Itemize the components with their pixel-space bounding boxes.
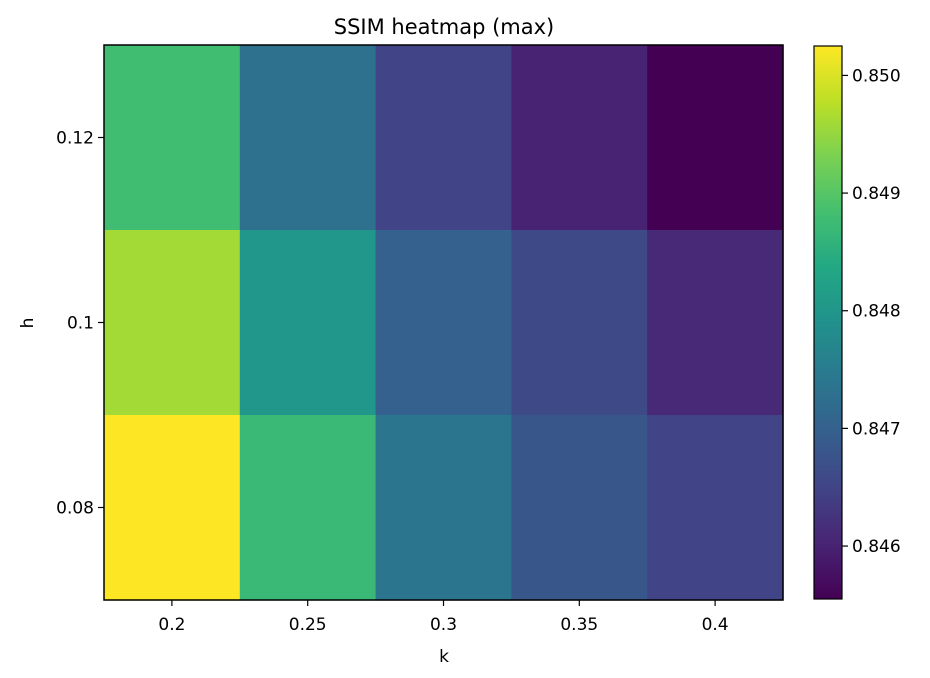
y-axis-label: h bbox=[18, 318, 38, 329]
x-tick-label: 0.4 bbox=[702, 615, 729, 635]
x-tick-label: 0.25 bbox=[289, 615, 327, 635]
colorbar-tick-label: 0.850 bbox=[852, 66, 901, 86]
x-axis-label: k bbox=[439, 647, 449, 667]
colorbar-tick-label: 0.848 bbox=[852, 302, 901, 322]
y-tick-label: 0.12 bbox=[56, 129, 94, 149]
heatmap-cell bbox=[511, 415, 648, 601]
heatmap-cell bbox=[511, 230, 648, 416]
heatmap-cell bbox=[511, 45, 648, 231]
colorbar-tick-label: 0.846 bbox=[852, 537, 901, 557]
heatmap-cell bbox=[375, 415, 512, 601]
colorbar-frame bbox=[813, 45, 843, 600]
x-tick-label: 0.2 bbox=[158, 615, 185, 635]
heatmap-cell bbox=[647, 45, 784, 231]
heatmap-cell bbox=[647, 415, 784, 601]
heatmap-cell bbox=[375, 230, 512, 416]
y-tick-label: 0.08 bbox=[56, 499, 94, 519]
colorbar-tick-label: 0.847 bbox=[852, 419, 901, 439]
heatmap-cell bbox=[104, 415, 241, 601]
colorbar-ticks: 0.846 0.847 0.848 0.849 0.850 bbox=[842, 66, 901, 557]
x-axis-ticks: 0.2 0.25 0.3 0.35 0.4 bbox=[158, 600, 729, 635]
y-tick-label: 0.1 bbox=[67, 314, 94, 334]
colorbar bbox=[814, 46, 842, 599]
heatmap-cells bbox=[104, 45, 784, 601]
heatmap-cell bbox=[375, 45, 512, 231]
heatmap-cell bbox=[647, 230, 784, 416]
x-tick-label: 0.3 bbox=[430, 615, 457, 635]
y-axis-ticks: 0.12 0.1 0.08 bbox=[56, 129, 104, 519]
heatmap-cell bbox=[239, 415, 377, 601]
heatmap-cell bbox=[104, 45, 241, 231]
colorbar-tick-label: 0.849 bbox=[852, 184, 901, 204]
x-tick-label: 0.35 bbox=[560, 615, 598, 635]
heatmap-cell bbox=[104, 230, 241, 416]
chart-title: SSIM heatmap (max) bbox=[334, 15, 554, 39]
heatmap-cell bbox=[239, 230, 377, 416]
heatmap-cell bbox=[239, 45, 377, 231]
